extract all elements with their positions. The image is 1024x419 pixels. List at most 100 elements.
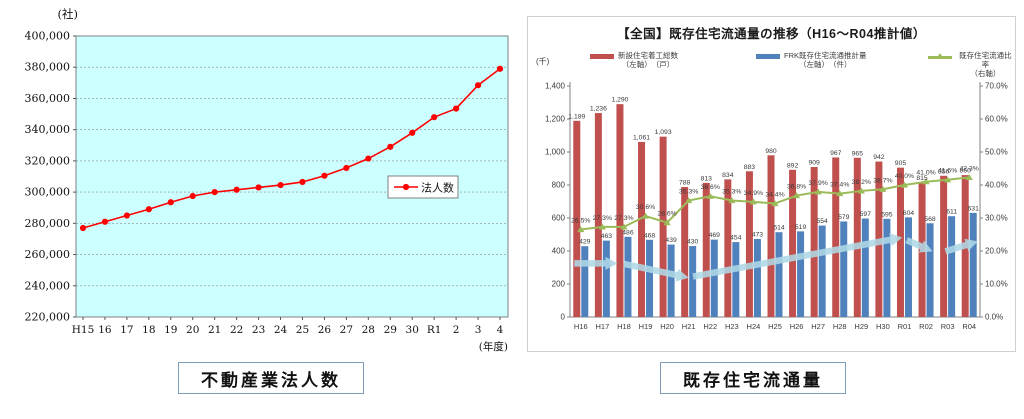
svg-text:1,189: 1,189 <box>568 113 585 120</box>
svg-text:300,000: 300,000 <box>25 186 71 199</box>
svg-text:856: 856 <box>938 168 950 175</box>
svg-text:1,290: 1,290 <box>611 97 628 104</box>
legend-label: FRK既存住宅流通推計量 <box>784 51 867 60</box>
svg-text:568: 568 <box>924 216 936 223</box>
svg-text:35.3%: 35.3% <box>722 189 741 196</box>
svg-text:439: 439 <box>665 237 677 244</box>
svg-text:631: 631 <box>968 205 980 212</box>
svg-text:29: 29 <box>384 324 397 336</box>
svg-text:30.6%: 30.6% <box>636 204 655 211</box>
svg-text:17: 17 <box>120 324 133 336</box>
green-line-swatch-icon <box>928 53 952 59</box>
legend-sublabel: （左軸） （戸） <box>621 60 675 69</box>
svg-text:法人数: 法人数 <box>421 181 454 195</box>
svg-text:(社): (社) <box>58 7 78 21</box>
svg-text:519: 519 <box>795 224 807 231</box>
svg-text:26: 26 <box>318 324 332 336</box>
svg-text:1,061: 1,061 <box>633 134 650 141</box>
svg-text:579: 579 <box>838 214 850 221</box>
data-labels: 1,189 1,236 1,290 1,061 1,093 788 813 834 883 980… <box>568 97 979 246</box>
svg-text:27: 27 <box>340 324 353 336</box>
svg-text:514: 514 <box>773 225 785 232</box>
svg-text:41.6%: 41.6% <box>938 168 957 175</box>
svg-text:815: 815 <box>916 175 928 182</box>
svg-text:H28: H28 <box>833 322 847 331</box>
svg-text:30.0%: 30.0% <box>985 214 1008 223</box>
left-chart-corporations: (社) 220,000 240,000 260,000 280,000 300,000 32… <box>8 4 518 360</box>
svg-text:27.3%: 27.3% <box>593 215 612 222</box>
svg-text:469: 469 <box>709 232 721 239</box>
line-chart-svg: (社)220,000240,000260,000280,000300,00032… <box>25 7 509 353</box>
svg-text:H19: H19 <box>639 322 653 331</box>
svg-text:0: 0 <box>561 313 566 322</box>
svg-text:R01: R01 <box>898 322 912 331</box>
caption-left: 不動産業法人数 <box>178 362 364 394</box>
svg-text:H16: H16 <box>574 322 588 331</box>
svg-text:1,200: 1,200 <box>545 115 566 124</box>
right-chart-existing-homes: 【全国】既存住宅流通量の推移（H16～R04推計値） (千) 新設住宅着工総数 … <box>527 16 1016 352</box>
svg-text:21: 21 <box>208 324 221 336</box>
svg-text:R04: R04 <box>962 322 976 331</box>
svg-text:909: 909 <box>808 160 820 167</box>
svg-text:H23: H23 <box>725 322 739 331</box>
x-axis: H15 16 17 18 19 20 21 22 23 24 25 26 27 28 29 30 R1 2 3 4 <box>72 317 504 336</box>
legend-sublabel: （左軸） （件） <box>799 60 852 69</box>
svg-text:25: 25 <box>296 324 309 336</box>
svg-text:38.7%: 38.7% <box>873 177 892 184</box>
svg-text:34.4%: 34.4% <box>765 191 784 198</box>
svg-text:37.9%: 37.9% <box>809 180 828 187</box>
svg-text:2: 2 <box>453 324 460 336</box>
svg-text:965: 965 <box>852 150 864 157</box>
legend-sublabel: （右軸） <box>970 69 1001 78</box>
svg-text:34.9%: 34.9% <box>744 190 763 197</box>
svg-text:16: 16 <box>98 324 112 336</box>
svg-text:980: 980 <box>765 148 777 155</box>
svg-text:26.5%: 26.5% <box>571 218 590 225</box>
svg-text:905: 905 <box>895 160 907 167</box>
svg-text:380,000: 380,000 <box>25 61 71 74</box>
svg-text:320,000: 320,000 <box>25 154 71 167</box>
svg-text:23: 23 <box>252 324 265 336</box>
svg-text:41.0%: 41.0% <box>916 170 935 177</box>
svg-text:892: 892 <box>787 162 799 169</box>
svg-text:600: 600 <box>552 214 566 223</box>
svg-text:834: 834 <box>722 172 734 179</box>
svg-text:360,000: 360,000 <box>25 92 71 105</box>
svg-text:486: 486 <box>622 229 634 236</box>
svg-text:24: 24 <box>274 324 288 336</box>
legend-label: 新設住宅着工総数 <box>618 51 678 60</box>
svg-text:28: 28 <box>362 324 375 336</box>
svg-text:280,000: 280,000 <box>25 217 71 230</box>
svg-text:H26: H26 <box>790 322 804 331</box>
svg-text:595: 595 <box>881 211 893 218</box>
legend-item-existing-stock: FRK既存住宅流通推計量 （左軸） （件） <box>756 51 867 69</box>
svg-text:473: 473 <box>752 231 764 238</box>
svg-text:860: 860 <box>960 168 972 175</box>
svg-text:800: 800 <box>552 181 566 190</box>
left-axis-unit: (千) <box>536 57 550 66</box>
svg-text:H24: H24 <box>747 322 761 331</box>
blue-bar-swatch-icon <box>756 54 780 59</box>
trend-arrows <box>574 233 978 282</box>
svg-text:430: 430 <box>687 239 699 246</box>
svg-text:967: 967 <box>830 150 842 157</box>
svg-text:454: 454 <box>730 235 742 242</box>
svg-text:883: 883 <box>744 164 756 171</box>
svg-text:1,400: 1,400 <box>545 82 566 91</box>
svg-text:42.3%: 42.3% <box>960 165 979 172</box>
svg-text:40.0%: 40.0% <box>895 173 914 180</box>
svg-text:19: 19 <box>164 324 177 336</box>
svg-text:22: 22 <box>230 324 243 336</box>
svg-text:260,000: 260,000 <box>25 248 71 261</box>
svg-text:H15: H15 <box>72 324 95 336</box>
combo-chart-svg: 0 200 400 600 800 1,000 1,200 1,400 0.0% 10.0% 20.… <box>545 82 1008 332</box>
chart-title: 【全国】既存住宅流通量の推移（H16～R04推計値） <box>617 27 926 41</box>
svg-text:R1: R1 <box>427 324 442 336</box>
svg-text:36.6%: 36.6% <box>701 184 720 191</box>
legend-item-new-housing: 新設住宅着工総数 （左軸） （戸） <box>590 51 678 69</box>
svg-text:70.0%: 70.0% <box>985 82 1008 91</box>
svg-text:30: 30 <box>406 324 419 336</box>
svg-text:H27: H27 <box>811 322 825 331</box>
corporation-count-line <box>79 65 504 232</box>
